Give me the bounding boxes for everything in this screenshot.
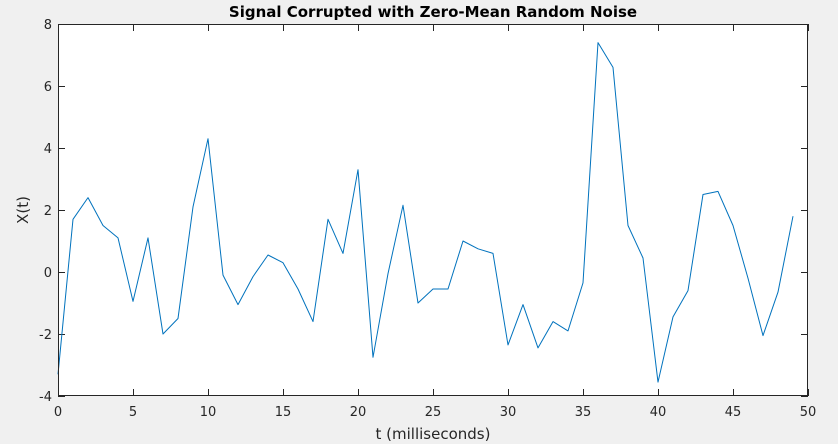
x-tick-label: 40 xyxy=(650,405,667,420)
y-tick-label: 2 xyxy=(44,204,52,219)
series-line xyxy=(57,42,794,383)
y-tick-label: -2 xyxy=(39,328,52,343)
y-tick-label: 8 xyxy=(44,18,52,33)
plot-area xyxy=(58,24,808,396)
y-tick-label: 4 xyxy=(44,142,52,157)
y-tick-label: 6 xyxy=(44,80,52,95)
axis-ticks: 0 5 10 15 20 25 30 35 40 45 50 -4 -2 0 2 4 6 8 xyxy=(39,18,816,420)
axes-box xyxy=(58,24,808,396)
x-tick-label: 0 xyxy=(54,405,62,420)
x-axis-label: t (milliseconds) xyxy=(376,425,491,443)
x-tick-label: 50 xyxy=(800,405,817,420)
x-tick-label: 15 xyxy=(275,405,292,420)
x-tick-label: 45 xyxy=(725,405,742,420)
x-tick-label: 20 xyxy=(350,405,367,420)
y-axis-label: X(t) xyxy=(14,196,32,224)
y-tick-label: -4 xyxy=(39,390,52,405)
x-tick-label: 35 xyxy=(575,405,592,420)
x-tick-label: 10 xyxy=(200,405,217,420)
y-tick-label: 0 xyxy=(44,266,52,281)
x-tick-label: 30 xyxy=(500,405,517,420)
chart-title: Signal Corrupted with Zero-Mean Random N… xyxy=(229,3,637,21)
x-tick-label: 25 xyxy=(425,405,442,420)
x-tick-label: 5 xyxy=(129,405,137,420)
